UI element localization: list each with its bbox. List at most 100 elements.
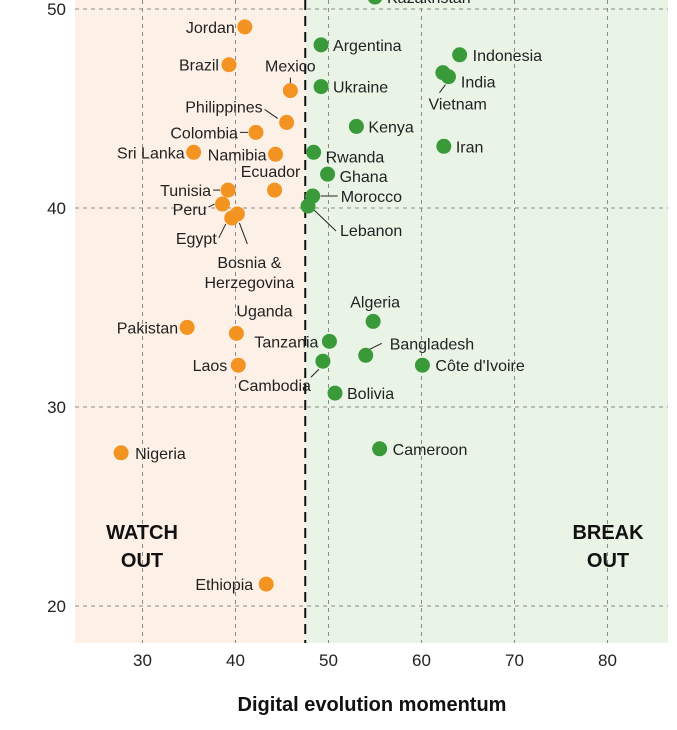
leader-lines [208,77,446,378]
point-mexico [282,83,298,99]
label-laos: Laos [193,358,228,375]
point-ecuador [267,182,283,198]
x-axis-title: Digital evolution momentum [238,694,507,716]
label-vietnam: Vietnam [428,97,486,114]
axes: 30 40 50 60 70 80 20 30 40 50 [47,0,617,670]
y-tick-label: 40 [47,199,66,218]
x-tick-label: 60 [412,651,431,670]
leader-cambodia [310,368,320,378]
watch-out-zone-label: OUT [121,550,163,572]
label-bosnia-herzegovina: Bosnia & Herzegovina [204,255,294,292]
y-tick-label: 30 [47,398,66,417]
point-nigeria [113,445,129,461]
zone-labels: WATCH OUT BREAK OUT [106,522,644,572]
leader-bangladesh [369,342,382,350]
watch-out-zone-label: WATCH [106,522,178,544]
label-algeria: Algeria [350,294,400,311]
point-algeria [365,313,381,329]
label-bangladesh: Bangladesh [390,336,475,353]
point-cameroon [372,441,388,457]
label-india: India [461,75,496,92]
label-philippines: Philippines [185,99,262,116]
x-tick-label: 40 [226,651,245,670]
x-tick-label: 70 [505,651,524,670]
label-line: Bosnia & [217,255,281,272]
point-pakistan [179,319,195,335]
label-indonesia: Indonesia [473,48,542,65]
label-peru: Peru [173,202,207,219]
gridlines [75,0,668,643]
leader-bosnia-herzegovina [238,222,248,245]
x-tick-label: 30 [133,651,152,670]
point-c-te-d-ivoire [414,357,430,373]
point-bolivia [327,385,343,401]
label-morocco: Morocco [341,189,402,206]
label-argentina: Argentina [333,38,402,55]
break-out-zone-label: OUT [587,550,629,572]
point-ukraine [313,79,329,95]
point-cambodia [315,353,331,369]
label-pakistan: Pakistan [117,320,178,337]
label-egypt: Egypt [176,231,217,248]
point-labels: Jordan Brazil Mexico Philippines Colombia Sri… [117,0,542,594]
break-out-zone-label: BREAK [572,522,644,544]
leader-vietnam [439,84,446,93]
label-ethiopia: Ethiopia [195,577,253,594]
label-kazakhstan: Kazakhstan [387,0,471,7]
point-ethiopia [258,576,274,592]
label-tunisia: Tunisia [160,183,211,200]
label-namibia: Namibia [208,147,267,164]
x-tick-label: 50 [319,651,338,670]
point-iran [436,138,452,154]
point-laos [230,357,246,373]
label-sri-lanka: Sri Lanka [117,145,185,162]
point-uganda [228,325,244,341]
label-iran: Iran [456,139,484,156]
point-brazil [221,57,237,73]
point-sri-lanka [186,144,202,160]
label-ecuador: Ecuador [241,164,301,181]
label-line: Herzegovina [204,275,294,292]
label-rwanda: Rwanda [326,149,385,166]
point-kazakhstan [368,0,382,5]
point-rwanda [306,144,322,160]
point-bosnia-herzegovina [229,206,245,222]
label-nigeria: Nigeria [135,446,186,463]
label-kenya: Kenya [368,119,413,136]
point-lebanon [300,198,316,214]
label-cameroon: Cameroon [393,442,468,459]
y-tick-label: 20 [47,597,66,616]
data-points [113,0,468,592]
label-lebanon: Lebanon [340,223,402,240]
leader-lebanon [313,209,337,232]
point-tanzania [321,333,337,349]
x-tick-label: 80 [598,651,617,670]
label-ukraine: Ukraine [333,80,388,97]
y-tick-label: 50 [47,0,66,19]
label-cambodia: Cambodia [238,378,311,395]
label-c-te-d-ivoire: Côte d'Ivoire [435,358,524,375]
point-jordan [237,19,253,35]
label-mexico: Mexico [265,59,316,76]
point-tunisia [220,182,236,198]
leader-egypt [218,223,227,239]
point-ghana [320,166,336,182]
label-brazil: Brazil [179,58,219,75]
point-argentina [313,37,329,53]
point-bangladesh [358,347,374,363]
point-kenya [348,118,364,134]
label-ghana: Ghana [340,169,388,186]
label-tanzania: Tanzania [254,334,318,351]
point-colombia [248,124,264,140]
point-indonesia [452,47,468,63]
label-colombia: Colombia [170,125,238,142]
leader-peru [208,203,215,208]
point-peru [214,196,230,212]
point-vietnam [440,69,456,85]
leader-philippines [264,109,278,119]
label-jordan: Jordan [186,20,235,37]
label-bolivia: Bolivia [347,386,394,403]
point-namibia [267,146,283,162]
point-philippines [279,114,295,130]
